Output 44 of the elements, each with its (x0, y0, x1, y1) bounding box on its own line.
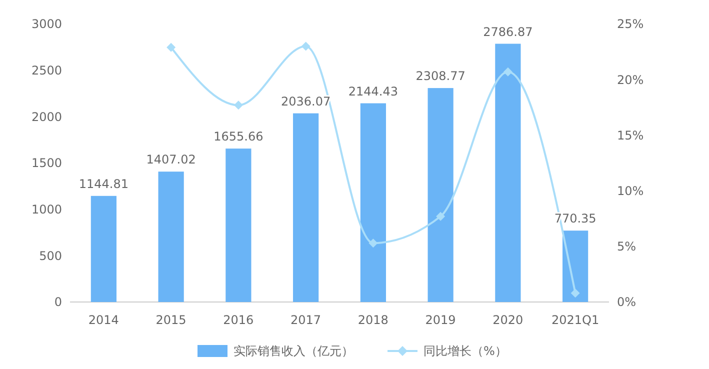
y-tick-label: 500 (39, 248, 62, 263)
y-tick-label: 1000 (31, 202, 62, 217)
x-tick-label: 2021Q1 (552, 313, 600, 327)
y2-tick-label: 10% (617, 184, 644, 198)
point (570, 288, 580, 298)
x-tick-label: 2018 (358, 313, 388, 327)
point (301, 42, 310, 51)
y2-tick-label: 25% (617, 17, 644, 32)
data-label: 2144.43 (348, 84, 398, 98)
bar (360, 103, 386, 302)
y2-tick-label: 0% (617, 295, 636, 310)
point (368, 238, 378, 248)
y-tick-label: 3000 (31, 17, 62, 32)
data-label: 1407.02 (146, 152, 196, 167)
bar (562, 230, 588, 302)
x-tick-label: 2015 (156, 313, 186, 327)
point (503, 67, 512, 76)
y-tick-label: 2500 (31, 64, 62, 78)
point (166, 42, 176, 52)
x-tick-label: 2014 (88, 313, 119, 327)
point (234, 100, 243, 110)
x-tick-label: 2020 (492, 313, 524, 327)
data-label: 1144.81 (78, 176, 128, 191)
y-tick-label: 1500 (31, 156, 62, 170)
bar (90, 196, 116, 302)
x-tick-label: 2017 (290, 313, 322, 327)
y2-tick-label: 5% (617, 240, 636, 254)
x-tick-label: 2016 (223, 313, 254, 327)
point (436, 212, 446, 221)
bar (226, 148, 252, 302)
y-tick-label: 2000 (31, 110, 62, 124)
x-tick-label: 2019 (425, 313, 456, 327)
data-label: 2308.77 (416, 69, 466, 84)
bar (495, 44, 521, 302)
bar (428, 88, 454, 302)
legend-label: 实际销售收入（亿元） (234, 344, 354, 358)
y2-tick-label: 15% (617, 128, 644, 142)
data-label: 2786.87 (483, 24, 533, 39)
y-tick-label: 0 (54, 295, 62, 310)
legend-label: 同比增长（%） (424, 344, 507, 358)
data-label: 1655.66 (214, 130, 264, 144)
y2-tick-label: 20% (617, 72, 644, 87)
bar (293, 113, 319, 302)
bar (158, 172, 184, 302)
